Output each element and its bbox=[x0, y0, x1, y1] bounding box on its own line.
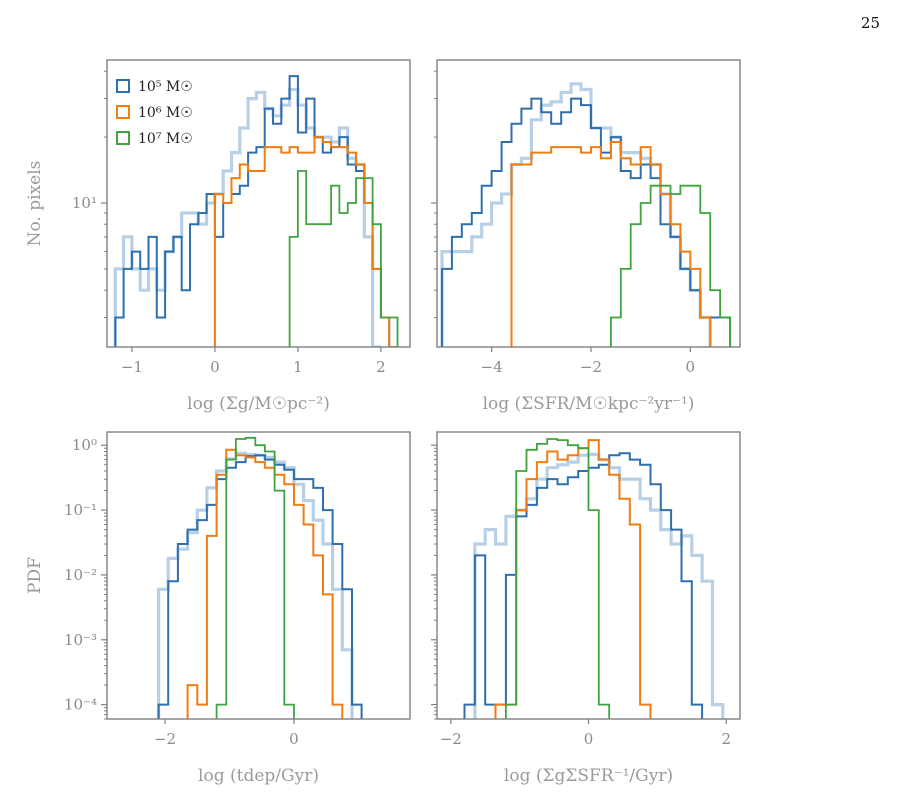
legend-label: 10⁵ M☉ bbox=[138, 79, 193, 95]
x-axis-label: log (Σg/M☉pc⁻²) bbox=[187, 394, 330, 414]
x-tick-label: 0 bbox=[686, 358, 696, 376]
x-tick-label: 0 bbox=[584, 730, 594, 748]
legend-swatch bbox=[116, 79, 130, 93]
series-blue_light bbox=[113, 87, 381, 347]
x-tick-label: 2 bbox=[721, 730, 731, 748]
x-tick-label: 0 bbox=[210, 358, 220, 376]
x-tick-label: −4 bbox=[481, 358, 503, 376]
y-tick-label: 10⁻² bbox=[64, 566, 97, 584]
series-green bbox=[610, 184, 731, 347]
legend-label: 10⁷ M☉ bbox=[138, 131, 193, 147]
x-tick-label: −2 bbox=[154, 730, 176, 748]
legend: 10⁵ M☉ 10⁶ M☉ 10⁷ M☉ bbox=[116, 79, 193, 147]
series-green bbox=[215, 436, 295, 719]
legend-label: 10⁶ M☉ bbox=[138, 105, 193, 121]
y-tick-label: 10⁻⁴ bbox=[64, 696, 97, 714]
series-blue bbox=[463, 452, 704, 719]
x-axis-label: log (ΣgΣSFR⁻¹/Gyr) bbox=[504, 766, 673, 786]
series-orange bbox=[186, 448, 344, 719]
y-tick-label: 10⁻³ bbox=[64, 631, 97, 649]
series-blue bbox=[114, 75, 391, 347]
series-blue bbox=[441, 97, 732, 347]
x-tick-label: −2 bbox=[440, 730, 462, 748]
series-green bbox=[288, 170, 399, 347]
panel-3: −2 0 10⁻⁴ 10⁻³ 10⁻² 10⁻¹ 10⁰ log (tdep/Gyr) PDF bbox=[25, 431, 411, 786]
y-tick-label: 10⁰ bbox=[72, 436, 97, 454]
series-orange bbox=[494, 439, 652, 719]
y-axis-label: PDF bbox=[25, 557, 45, 594]
page-number: 25 bbox=[860, 14, 880, 32]
axes-frame bbox=[106, 431, 411, 720]
panel-4: −2 0 2 log (ΣgΣSFR⁻¹/Gyr) bbox=[431, 431, 741, 786]
x-axis-label: log (ΣSFR/M☉kpc⁻²yr⁻¹) bbox=[483, 394, 695, 414]
series-green bbox=[505, 438, 611, 719]
legend-swatch bbox=[116, 105, 130, 119]
legend-swatch bbox=[116, 131, 130, 145]
x-tick-label: 2 bbox=[376, 358, 386, 376]
panel-2: −4 −2 0 log (ΣSFR/M☉kpc⁻²yr⁻¹) bbox=[431, 59, 741, 414]
x-tick-label: 0 bbox=[289, 730, 299, 748]
x-tick-label: −2 bbox=[580, 358, 602, 376]
y-tick-label: 10⁻¹ bbox=[64, 501, 97, 519]
x-axis-label: log (tdep/Gyr) bbox=[198, 766, 319, 786]
series-blue bbox=[157, 454, 363, 719]
y-tick-label: 10¹ bbox=[72, 194, 97, 212]
y-axis-label: No. pixels bbox=[25, 161, 45, 247]
panel-1: −1 0 1 2 10¹ log (Σg/M☉pc⁻²) No. pixels bbox=[25, 59, 411, 414]
series-orange bbox=[510, 141, 712, 347]
x-tick-label: −1 bbox=[121, 358, 143, 376]
series-orange bbox=[213, 136, 398, 347]
x-tick-label: 1 bbox=[293, 358, 303, 376]
